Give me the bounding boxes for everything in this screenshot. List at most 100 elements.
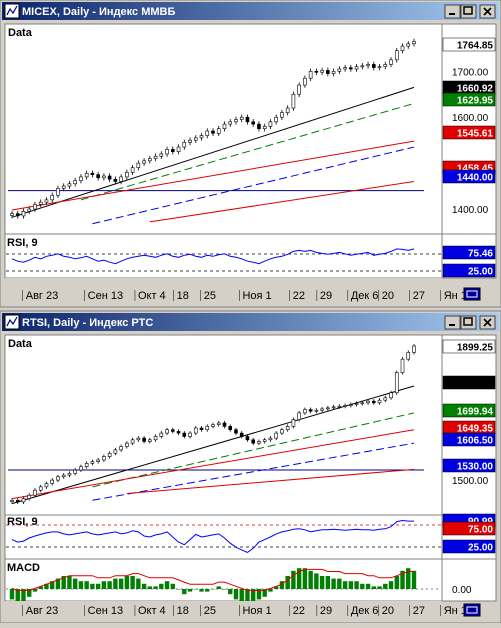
maximize-button[interactable] [460, 315, 477, 330]
scroll-right-icon-mark [466, 290, 478, 298]
scroll-right-icon[interactable] [463, 603, 481, 617]
scroll-right-icon-mark [466, 606, 478, 614]
scroll-right-button[interactable] [463, 603, 481, 617]
candle-body [383, 64, 388, 68]
candle-body [107, 452, 112, 457]
candle-body [130, 167, 135, 173]
close-icon [483, 7, 492, 16]
price-panel [4, 23, 443, 242]
macd-histogram-bar [101, 581, 107, 589]
price-badge: 1649.35 [457, 424, 494, 435]
candle-body [297, 84, 301, 95]
candle-body [176, 431, 181, 434]
moving-average-line [126, 468, 415, 495]
macd-histogram-bar [302, 568, 308, 589]
candle-body [44, 199, 49, 203]
close-button[interactable] [479, 4, 496, 19]
macd-histogram-bar [199, 589, 204, 592]
x-axis-label: Авг 23 [26, 290, 58, 302]
candle-body [394, 50, 399, 61]
close-button[interactable] [479, 315, 496, 330]
macd-histogram-bar [50, 581, 55, 589]
window-title: MICEX, Daily - Индекс ММВБ [22, 6, 175, 18]
macd-histogram-bar [210, 589, 216, 590]
price-axis-tick: 1600.00 [452, 113, 489, 124]
macd-panel [4, 558, 443, 602]
rsi-badge: 25.00 [468, 267, 493, 278]
macd-histogram-bar [159, 583, 164, 589]
maximize-button[interactable] [460, 4, 477, 19]
candle-body [308, 409, 313, 412]
macd-histogram-bar [21, 589, 26, 602]
macd-histogram-bar [371, 586, 376, 589]
candle-body [331, 71, 336, 74]
minimize-button-frame[interactable] [444, 4, 461, 19]
price-badge-bg [442, 339, 496, 354]
candle-body [90, 461, 95, 464]
moving-average-line [11, 385, 415, 505]
macd-histogram-bar [296, 568, 302, 589]
candle-body [360, 402, 365, 405]
price-badge: 1606.50 [457, 436, 494, 447]
minimize-button[interactable] [444, 315, 461, 330]
macd-histogram-bar [360, 583, 365, 589]
candle-body [389, 59, 393, 65]
x-axis-label: 20 [382, 290, 394, 302]
candle-body [205, 130, 210, 136]
candle-body [125, 172, 129, 178]
macd-histogram-bar [78, 581, 84, 589]
candle-body [320, 70, 324, 73]
macd-histogram-bar [176, 589, 181, 590]
chart-app-icon-line [6, 316, 18, 327]
minimize-button-frame[interactable] [444, 315, 461, 330]
candle-body [412, 41, 416, 45]
candle-body [182, 432, 187, 437]
minimize-button[interactable] [444, 4, 461, 19]
candle-body [308, 71, 313, 79]
moving-average-line [80, 102, 415, 201]
macd-histogram-bar [27, 589, 32, 597]
macd-histogram-bar [273, 586, 279, 589]
x-axis-label: 25 [204, 290, 216, 302]
candle-body [377, 399, 382, 404]
x-axis-label: 20 [382, 605, 394, 617]
macd-histogram-bar [268, 589, 273, 592]
candle-body [165, 149, 169, 155]
moving-average-line [92, 146, 415, 225]
macd-histogram-bar [222, 589, 227, 590]
candle-body [50, 194, 55, 201]
candle-body [119, 446, 123, 451]
chart-window-1: MICEX, Daily - Индекс ММВБ Data 1700.00 160… [0, 0, 501, 308]
candle-body [251, 121, 255, 125]
candle-body [366, 400, 370, 404]
candle-body [211, 424, 215, 427]
rsi-label: RSI, 9 [7, 237, 38, 249]
candle-body [383, 397, 388, 401]
candle-body [188, 432, 192, 437]
candle-body [291, 419, 296, 427]
price-badge-bg [442, 92, 496, 107]
scroll-right-icon[interactable] [463, 287, 481, 301]
macd-histogram-bar [285, 576, 290, 589]
title-bar[interactable] [2, 313, 499, 331]
macd-label: MACD [7, 562, 40, 574]
maximize-icon [463, 317, 473, 326]
price-badge: 1629.95 [457, 96, 494, 107]
candle-body [354, 403, 359, 405]
candle-body [257, 441, 261, 444]
candle-body [285, 426, 290, 431]
candle-body [73, 180, 77, 185]
candle-body [159, 432, 164, 437]
title-bar[interactable] [2, 2, 499, 20]
price-badge: 1530.00 [457, 462, 494, 473]
chart-app-icon [4, 314, 20, 330]
x-axis-label: Сен 13 [88, 605, 123, 617]
macd-histogram-bar [118, 578, 124, 589]
candle-body [320, 408, 324, 411]
candle-body [15, 213, 20, 217]
candle-body [50, 479, 55, 484]
minimize-icon [449, 13, 455, 15]
scroll-right-button[interactable] [463, 287, 481, 301]
macd-histogram-bar [38, 586, 43, 589]
x-axis-label: 22 [293, 605, 305, 617]
